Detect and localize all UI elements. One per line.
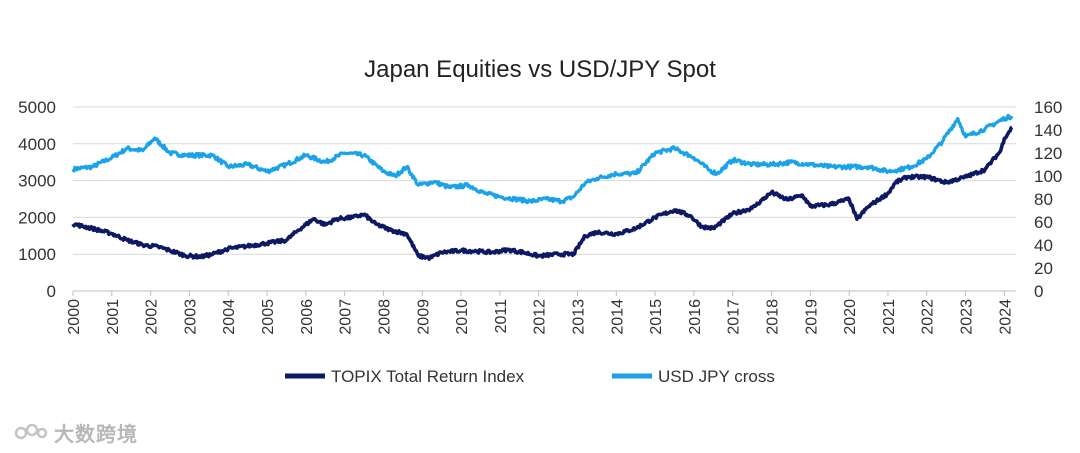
x-tick-label: 2014 bbox=[609, 299, 626, 335]
x-tick-label: 2020 bbox=[842, 299, 859, 335]
y-right-tick-label: 20 bbox=[1034, 259, 1053, 278]
y-left-tick-label: 0 bbox=[47, 282, 56, 301]
series-line-topix bbox=[71, 125, 1014, 261]
watermark-text: 大数跨境 bbox=[54, 424, 138, 446]
x-tick-label: 2000 bbox=[66, 299, 83, 335]
x-tick-label: 2006 bbox=[299, 299, 316, 335]
y-right-tick-label: 140 bbox=[1034, 121, 1062, 140]
x-tick-label: 2015 bbox=[648, 299, 665, 335]
x-tick-label: 2022 bbox=[920, 299, 937, 335]
watermark-logo-icon bbox=[14, 423, 48, 439]
y-left-tick-label: 5000 bbox=[18, 98, 56, 117]
x-tick-label: 2001 bbox=[105, 299, 122, 335]
x-tick-label: 2007 bbox=[338, 299, 355, 335]
y-right-tick-label: 120 bbox=[1034, 144, 1062, 163]
x-tick-label: 2009 bbox=[415, 299, 432, 335]
y-left-tick-label: 3000 bbox=[18, 172, 56, 191]
legend-label: USD JPY cross bbox=[658, 367, 775, 386]
x-tick-label: 2017 bbox=[726, 299, 743, 335]
y-right-tick-label: 80 bbox=[1034, 190, 1053, 209]
series-line-usdjpy bbox=[71, 113, 1014, 205]
x-tick-label: 2003 bbox=[182, 299, 199, 335]
x-tick-label: 2005 bbox=[260, 299, 277, 335]
x-tick-label: 2016 bbox=[687, 299, 704, 335]
y-right-tick-label: 0 bbox=[1034, 282, 1043, 301]
watermark: 大数跨境 bbox=[14, 418, 138, 447]
x-tick-label: 2002 bbox=[144, 299, 161, 335]
y-right-tick-label: 40 bbox=[1034, 236, 1053, 255]
y-left-tick-label: 1000 bbox=[18, 245, 56, 264]
y-left-tick-label: 4000 bbox=[18, 135, 56, 154]
x-tick-label: 2004 bbox=[221, 299, 238, 335]
x-tick-label: 2011 bbox=[493, 299, 510, 334]
gridlines bbox=[73, 106, 1016, 255]
chart-title: Japan Equities vs USD/JPY Spot bbox=[364, 56, 716, 83]
y-right-tick-label: 100 bbox=[1034, 167, 1062, 186]
x-tick-label: 2012 bbox=[532, 299, 549, 335]
legend-label: TOPIX Total Return Index bbox=[331, 367, 525, 386]
y-right-tick-label: 60 bbox=[1034, 213, 1053, 232]
y-right-tick-label: 160 bbox=[1034, 98, 1062, 117]
y-left-tick-label: 2000 bbox=[18, 208, 56, 227]
x-tick-label: 2021 bbox=[881, 299, 898, 335]
axes: 0 1000 2000 3000 4000 5000 0 20 40 60 80 100 120 140 1… bbox=[18, 98, 1062, 335]
x-tick-label: 2018 bbox=[765, 299, 782, 335]
x-tick-label: 2023 bbox=[959, 299, 976, 335]
series bbox=[71, 113, 1014, 261]
legend: TOPIX Total Return Index USD JPY cross bbox=[285, 367, 775, 386]
x-tick-label: 2013 bbox=[570, 299, 587, 335]
x-tick-label: 2024 bbox=[997, 299, 1014, 335]
x-tick-label: 2019 bbox=[803, 299, 820, 335]
x-tick-label: 2008 bbox=[376, 299, 393, 335]
x-tick-label: 2010 bbox=[454, 299, 471, 335]
